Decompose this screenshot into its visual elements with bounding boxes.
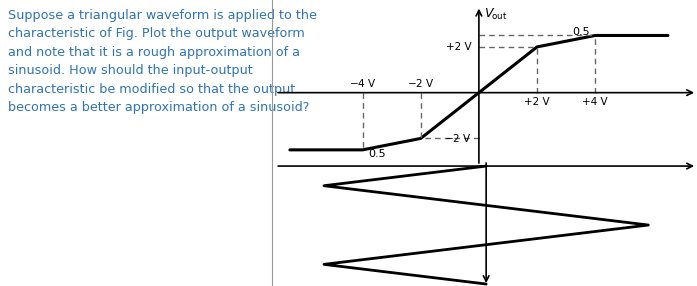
Text: $t$: $t$ (493, 285, 500, 286)
Text: +2 V: +2 V (524, 97, 550, 107)
Text: $V_{\!\rm out}$: $V_{\!\rm out}$ (484, 7, 507, 22)
Text: $-$2 V: $-$2 V (444, 132, 472, 144)
Text: Suppose a triangular waveform is applied to the
characteristic of Fig. Plot the : Suppose a triangular waveform is applied… (8, 9, 317, 114)
Text: +4 V: +4 V (583, 97, 608, 107)
Text: 0.5: 0.5 (572, 27, 590, 37)
Text: $-$4 V: $-$4 V (348, 77, 376, 89)
Text: 0.5: 0.5 (368, 149, 386, 159)
Text: +2 V: +2 V (446, 42, 472, 52)
Text: $-$2 V: $-$2 V (407, 77, 434, 89)
